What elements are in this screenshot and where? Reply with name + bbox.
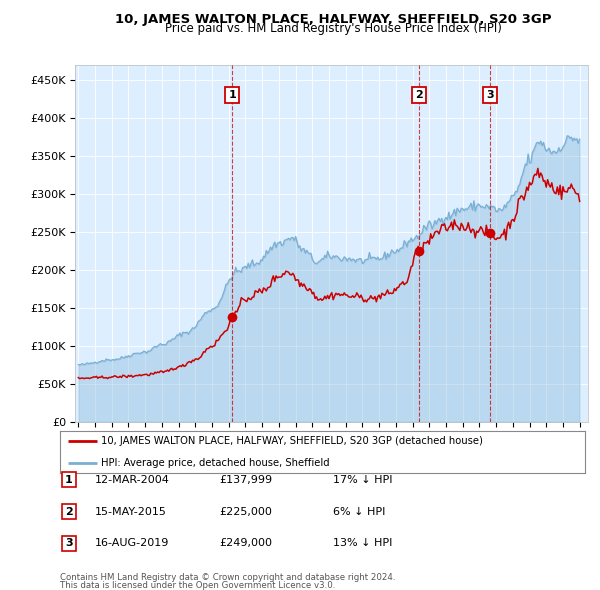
Text: £137,999: £137,999	[219, 475, 272, 484]
Text: 3: 3	[65, 539, 73, 548]
Text: 1: 1	[229, 90, 236, 100]
Text: This data is licensed under the Open Government Licence v3.0.: This data is licensed under the Open Gov…	[60, 581, 335, 590]
Text: £225,000: £225,000	[219, 507, 272, 516]
Text: 1: 1	[65, 475, 73, 484]
Text: Contains HM Land Registry data © Crown copyright and database right 2024.: Contains HM Land Registry data © Crown c…	[60, 572, 395, 582]
Text: 16-AUG-2019: 16-AUG-2019	[95, 539, 169, 548]
Text: £249,000: £249,000	[219, 539, 272, 548]
Text: 3: 3	[486, 90, 494, 100]
Text: 2: 2	[415, 90, 422, 100]
Text: 6% ↓ HPI: 6% ↓ HPI	[333, 507, 385, 516]
Text: 12-MAR-2004: 12-MAR-2004	[95, 475, 170, 484]
Text: HPI: Average price, detached house, Sheffield: HPI: Average price, detached house, Shef…	[101, 458, 329, 467]
Text: 13% ↓ HPI: 13% ↓ HPI	[333, 539, 392, 548]
Text: 17% ↓ HPI: 17% ↓ HPI	[333, 475, 392, 484]
Text: 15-MAY-2015: 15-MAY-2015	[95, 507, 167, 516]
Text: 2: 2	[65, 507, 73, 516]
Text: 10, JAMES WALTON PLACE, HALFWAY, SHEFFIELD, S20 3GP: 10, JAMES WALTON PLACE, HALFWAY, SHEFFIE…	[115, 13, 551, 26]
Text: 10, JAMES WALTON PLACE, HALFWAY, SHEFFIELD, S20 3GP (detached house): 10, JAMES WALTON PLACE, HALFWAY, SHEFFIE…	[101, 437, 483, 446]
Text: Price paid vs. HM Land Registry's House Price Index (HPI): Price paid vs. HM Land Registry's House …	[164, 22, 502, 35]
